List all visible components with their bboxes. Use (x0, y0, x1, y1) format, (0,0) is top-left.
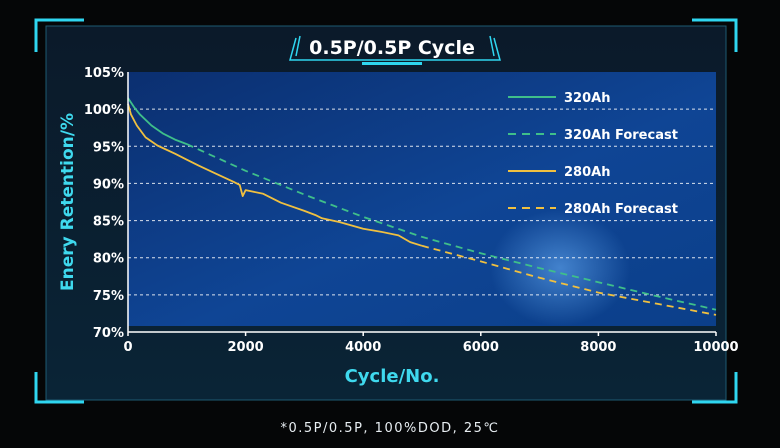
y-tick-label: 90% (93, 177, 124, 192)
gridlines (128, 108, 716, 296)
legend-label: 320Ah Forecast (564, 128, 678, 143)
title-underline-accent (362, 62, 422, 65)
legend-label: 280Ah Forecast (564, 202, 678, 217)
x-axis-ticks: 0 2000 4000 6000 8000 10000 (123, 332, 739, 355)
y-tick-label: 75% (93, 289, 124, 304)
frame-corner-top-left (34, 18, 84, 52)
series-line-320ah-forecast (186, 143, 717, 311)
series-line-280ah (127, 103, 423, 247)
x-tick-label: 8000 (580, 340, 616, 355)
frame-corner-top-right (692, 18, 738, 52)
frame-corner-bottom-left (34, 372, 84, 404)
x-tick-label: 4000 (345, 340, 381, 355)
title-frame (289, 35, 501, 61)
y-tick-label: 100% (84, 103, 124, 118)
legend-label: 280Ah (564, 165, 610, 180)
footnote: *0.5P/0.5P, 100%DOD, 25℃ (280, 421, 500, 436)
chart-title: 0.5P/0.5P Cycle (309, 37, 475, 59)
x-tick-label: 2000 (228, 340, 264, 355)
series-line-280ah-forecast (421, 244, 717, 316)
y-tick-label: 105% (84, 66, 124, 81)
plot-glow (490, 210, 630, 326)
y-axis-ticks: 70% 75% 80% 85% 90% 95% 100% 105% (84, 66, 124, 341)
frame-corners (34, 18, 738, 404)
plot-area (128, 72, 716, 326)
y-tick-label: 70% (93, 326, 124, 341)
y-tick-label: 85% (93, 215, 124, 230)
x-tick-label: 0 (123, 340, 132, 355)
series-layer (127, 97, 717, 316)
x-tick-label: 6000 (463, 340, 499, 355)
x-tick-label: 10000 (693, 340, 738, 355)
y-tick-label: 80% (93, 252, 124, 267)
legend: 320Ah 320Ah Forecast 280Ah 280Ah Forecast (508, 91, 678, 217)
x-axis-label: Cycle/No. (345, 366, 440, 387)
y-axis-label: Enery Retention/% (58, 113, 78, 291)
series-line-320ah (127, 97, 188, 145)
frame-corner-bottom-right (692, 372, 738, 404)
legend-label: 320Ah (564, 91, 610, 106)
y-tick-label: 95% (93, 140, 124, 155)
